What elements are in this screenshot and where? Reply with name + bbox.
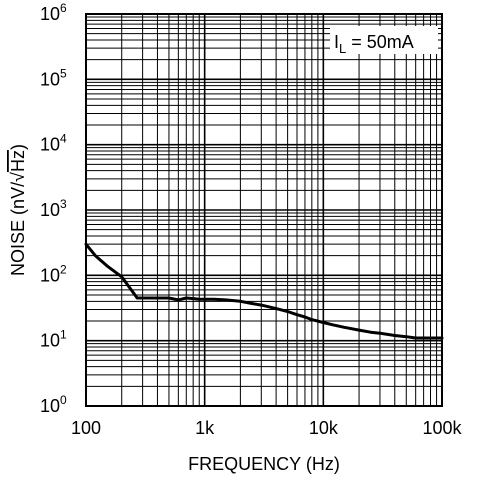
- noise-data-point: [177, 298, 180, 302]
- noise-data-point: [94, 254, 97, 257]
- noise-data-point: [120, 275, 124, 279]
- noise-data-point: [105, 264, 109, 268]
- noise-data-point: [295, 313, 299, 316]
- noise-data-point: [274, 307, 278, 310]
- noise-data-point: [303, 315, 307, 319]
- noise-data-point: [224, 298, 227, 302]
- x-axis-title: FREQUENCY (Hz): [188, 454, 340, 474]
- annotation-background: [330, 26, 438, 54]
- noise-data-point: [310, 318, 314, 321]
- x-tick-labels: 100 1k 10k 100k: [71, 418, 463, 438]
- noise-data-point: [250, 302, 254, 305]
- y-tick-label: 100: [40, 393, 67, 416]
- x-tick-label: 100k: [422, 418, 462, 438]
- noise-data-point: [184, 296, 188, 300]
- noise-data-point: [141, 296, 144, 300]
- noise-data-point: [156, 296, 159, 300]
- annotation-text: IL = 50mA: [334, 32, 414, 56]
- load-current-annotation: IL = 50mA: [330, 26, 438, 56]
- noise-data-point: [167, 296, 171, 300]
- noise-data-point: [331, 323, 335, 327]
- y-tick-label: 104: [40, 132, 67, 155]
- plot-frame: [85, 13, 443, 407]
- noise-data-point: [212, 297, 216, 301]
- noise-data-point: [197, 297, 201, 301]
- noise-data-point: [286, 310, 289, 313]
- y-tick-label: 105: [40, 66, 67, 89]
- x-tick-label: 1k: [195, 418, 215, 438]
- noise-data-point: [357, 328, 361, 332]
- x-tick-label: 10k: [309, 418, 339, 438]
- x-tick-label: 100: [71, 418, 101, 438]
- y-tick-labels: 100 101 102 103 104 105 106: [40, 1, 67, 416]
- noise-data-point: [191, 297, 195, 300]
- noise-data-point: [429, 336, 432, 340]
- noise-data-point: [342, 326, 346, 329]
- noise-data-point: [393, 334, 397, 337]
- noise-data-point: [369, 330, 372, 334]
- y-tick-label: 102: [40, 262, 67, 285]
- noise-data-point: [239, 300, 242, 303]
- noise-data-point: [414, 336, 417, 340]
- series-group: [84, 242, 444, 340]
- noise-data-point: [135, 296, 139, 300]
- noise-data-point: [422, 336, 425, 340]
- noise-data-point: [322, 321, 325, 324]
- y-axis-title-text: NOISE (nV/√Hz): [8, 144, 28, 276]
- noise-data-point: [378, 331, 382, 335]
- noise-data-point: [404, 335, 408, 339]
- y-axis-title: NOISE (nV/√Hz): [8, 144, 28, 276]
- noise-series-line: [84, 242, 444, 340]
- noise-data-point: [203, 297, 206, 301]
- y-tick-label: 106: [40, 1, 67, 24]
- noise-data-point: [259, 303, 263, 307]
- y-tick-label: 101: [40, 328, 67, 351]
- y-tick-label: 103: [40, 197, 67, 220]
